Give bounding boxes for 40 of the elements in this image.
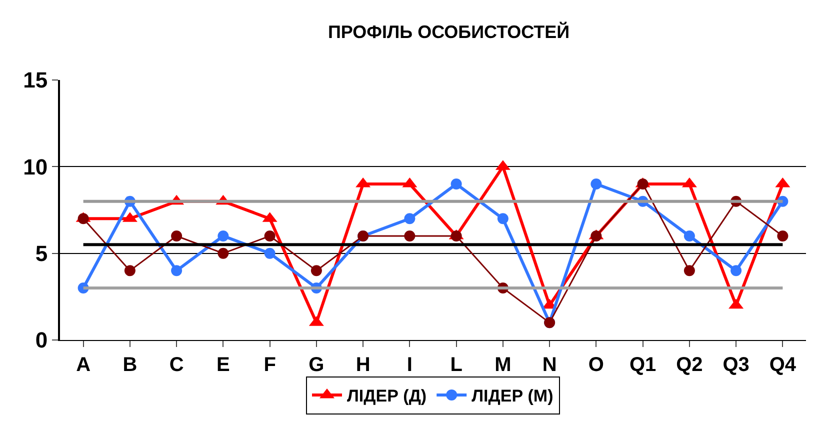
legend-label: ЛІДЕР (Д)	[347, 386, 427, 406]
point	[590, 178, 602, 190]
point	[450, 178, 462, 190]
x-tick-label: Q3	[722, 354, 750, 376]
x-tick-label: C	[169, 354, 184, 376]
x-tick-label: B	[122, 354, 138, 376]
y-tick-label: 15	[23, 68, 48, 93]
y-tick-label: 0	[35, 328, 48, 353]
x-tick-label: Q2	[676, 354, 703, 376]
chart-title: ПРОФІЛЬ ОСОБИСТОСТЕЙ	[328, 21, 570, 42]
x-tick-label: H	[356, 354, 370, 376]
point	[264, 248, 276, 259]
point	[497, 213, 508, 224]
x-tick-label: N	[542, 354, 557, 376]
x-tick-label: M	[494, 354, 512, 376]
point	[404, 230, 416, 242]
point	[404, 213, 416, 224]
point	[171, 265, 182, 276]
x-tick-label: Q1	[629, 354, 656, 376]
point	[310, 265, 322, 276]
x-tick-label: F	[264, 354, 276, 376]
point	[218, 230, 229, 242]
point	[777, 230, 788, 242]
point	[684, 230, 695, 242]
point	[684, 265, 695, 276]
x-tick-label: A	[76, 354, 91, 376]
point	[124, 265, 136, 276]
point	[171, 230, 182, 242]
x-tick-label: G	[308, 354, 324, 376]
x-tick-label: O	[588, 354, 604, 376]
y-tick-label: 10	[23, 154, 48, 180]
x-tick-label: Q4	[769, 354, 797, 376]
legend-label: ЛІДЕР (М)	[472, 386, 554, 406]
x-tick-label: I	[406, 354, 412, 376]
y-tick-label: 5	[35, 241, 48, 266]
point	[218, 248, 229, 259]
point	[264, 230, 276, 242]
x-tick-label: E	[216, 354, 230, 376]
x-tick-label: L	[450, 354, 462, 376]
point	[730, 265, 742, 276]
